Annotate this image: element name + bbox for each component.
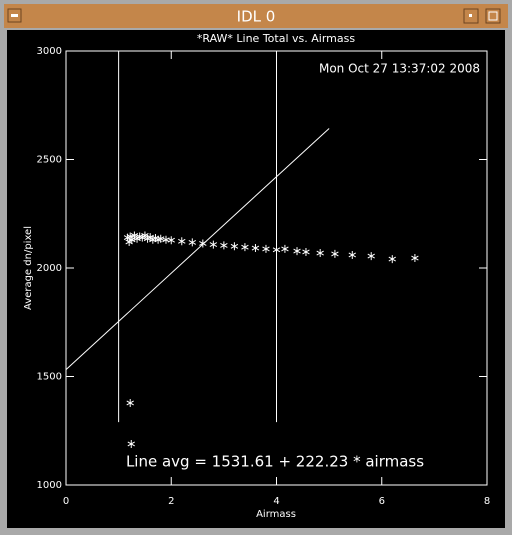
data-point <box>220 241 228 250</box>
x-tick-label: 0 <box>63 496 69 507</box>
x-tick-label: 8 <box>484 496 490 507</box>
data-point <box>302 247 310 256</box>
x-tick-label: 6 <box>379 496 385 507</box>
data-point <box>411 254 419 263</box>
data-point <box>272 245 281 254</box>
x-tick-label: 4 <box>273 496 279 507</box>
data-point <box>331 249 339 258</box>
data-point <box>230 242 239 251</box>
minimize-icon <box>469 14 472 17</box>
data-point <box>316 249 324 258</box>
data-point <box>241 243 249 252</box>
data-point <box>251 244 260 253</box>
y-tick-label: 1000 <box>37 480 62 491</box>
plot-window <box>7 30 505 528</box>
maximize-icon <box>488 11 498 21</box>
data-point <box>262 244 270 253</box>
data-point <box>281 244 289 253</box>
x-axis-label: Airmass <box>256 509 296 520</box>
window-title: IDL 0 <box>237 8 276 26</box>
data-point <box>367 252 375 261</box>
y-tick-label: 2500 <box>37 155 62 166</box>
chart: *RAW* Line Total vs. Airmass Mon Oct 27 … <box>23 32 490 520</box>
data-point <box>209 240 218 249</box>
y-tick-label: 2000 <box>37 263 62 274</box>
data-point <box>388 255 396 264</box>
data-point <box>293 247 301 256</box>
fit-annotation: Line avg = 1531.61 + 222.23 * airmass <box>126 453 424 471</box>
x-tick-label: 2 <box>168 496 174 507</box>
data-point <box>348 250 356 259</box>
data-point <box>188 238 197 247</box>
data-point <box>167 236 175 245</box>
window-menu-icon <box>11 14 18 17</box>
y-tick-label: 1500 <box>37 372 62 383</box>
data-point <box>127 439 135 448</box>
data-point <box>178 237 186 246</box>
title-bar <box>4 4 508 28</box>
data-point <box>126 398 134 407</box>
fit-line <box>65 128 330 371</box>
y-axis-label: Average dn/pixel <box>23 226 34 310</box>
maximize-button[interactable] <box>485 8 501 24</box>
timestamp: Mon Oct 27 13:37:02 2008 <box>319 62 480 76</box>
data-point <box>157 234 165 243</box>
y-tick-label: 3000 <box>37 46 62 57</box>
chart-title: *RAW* Line Total vs. Airmass <box>197 32 355 45</box>
